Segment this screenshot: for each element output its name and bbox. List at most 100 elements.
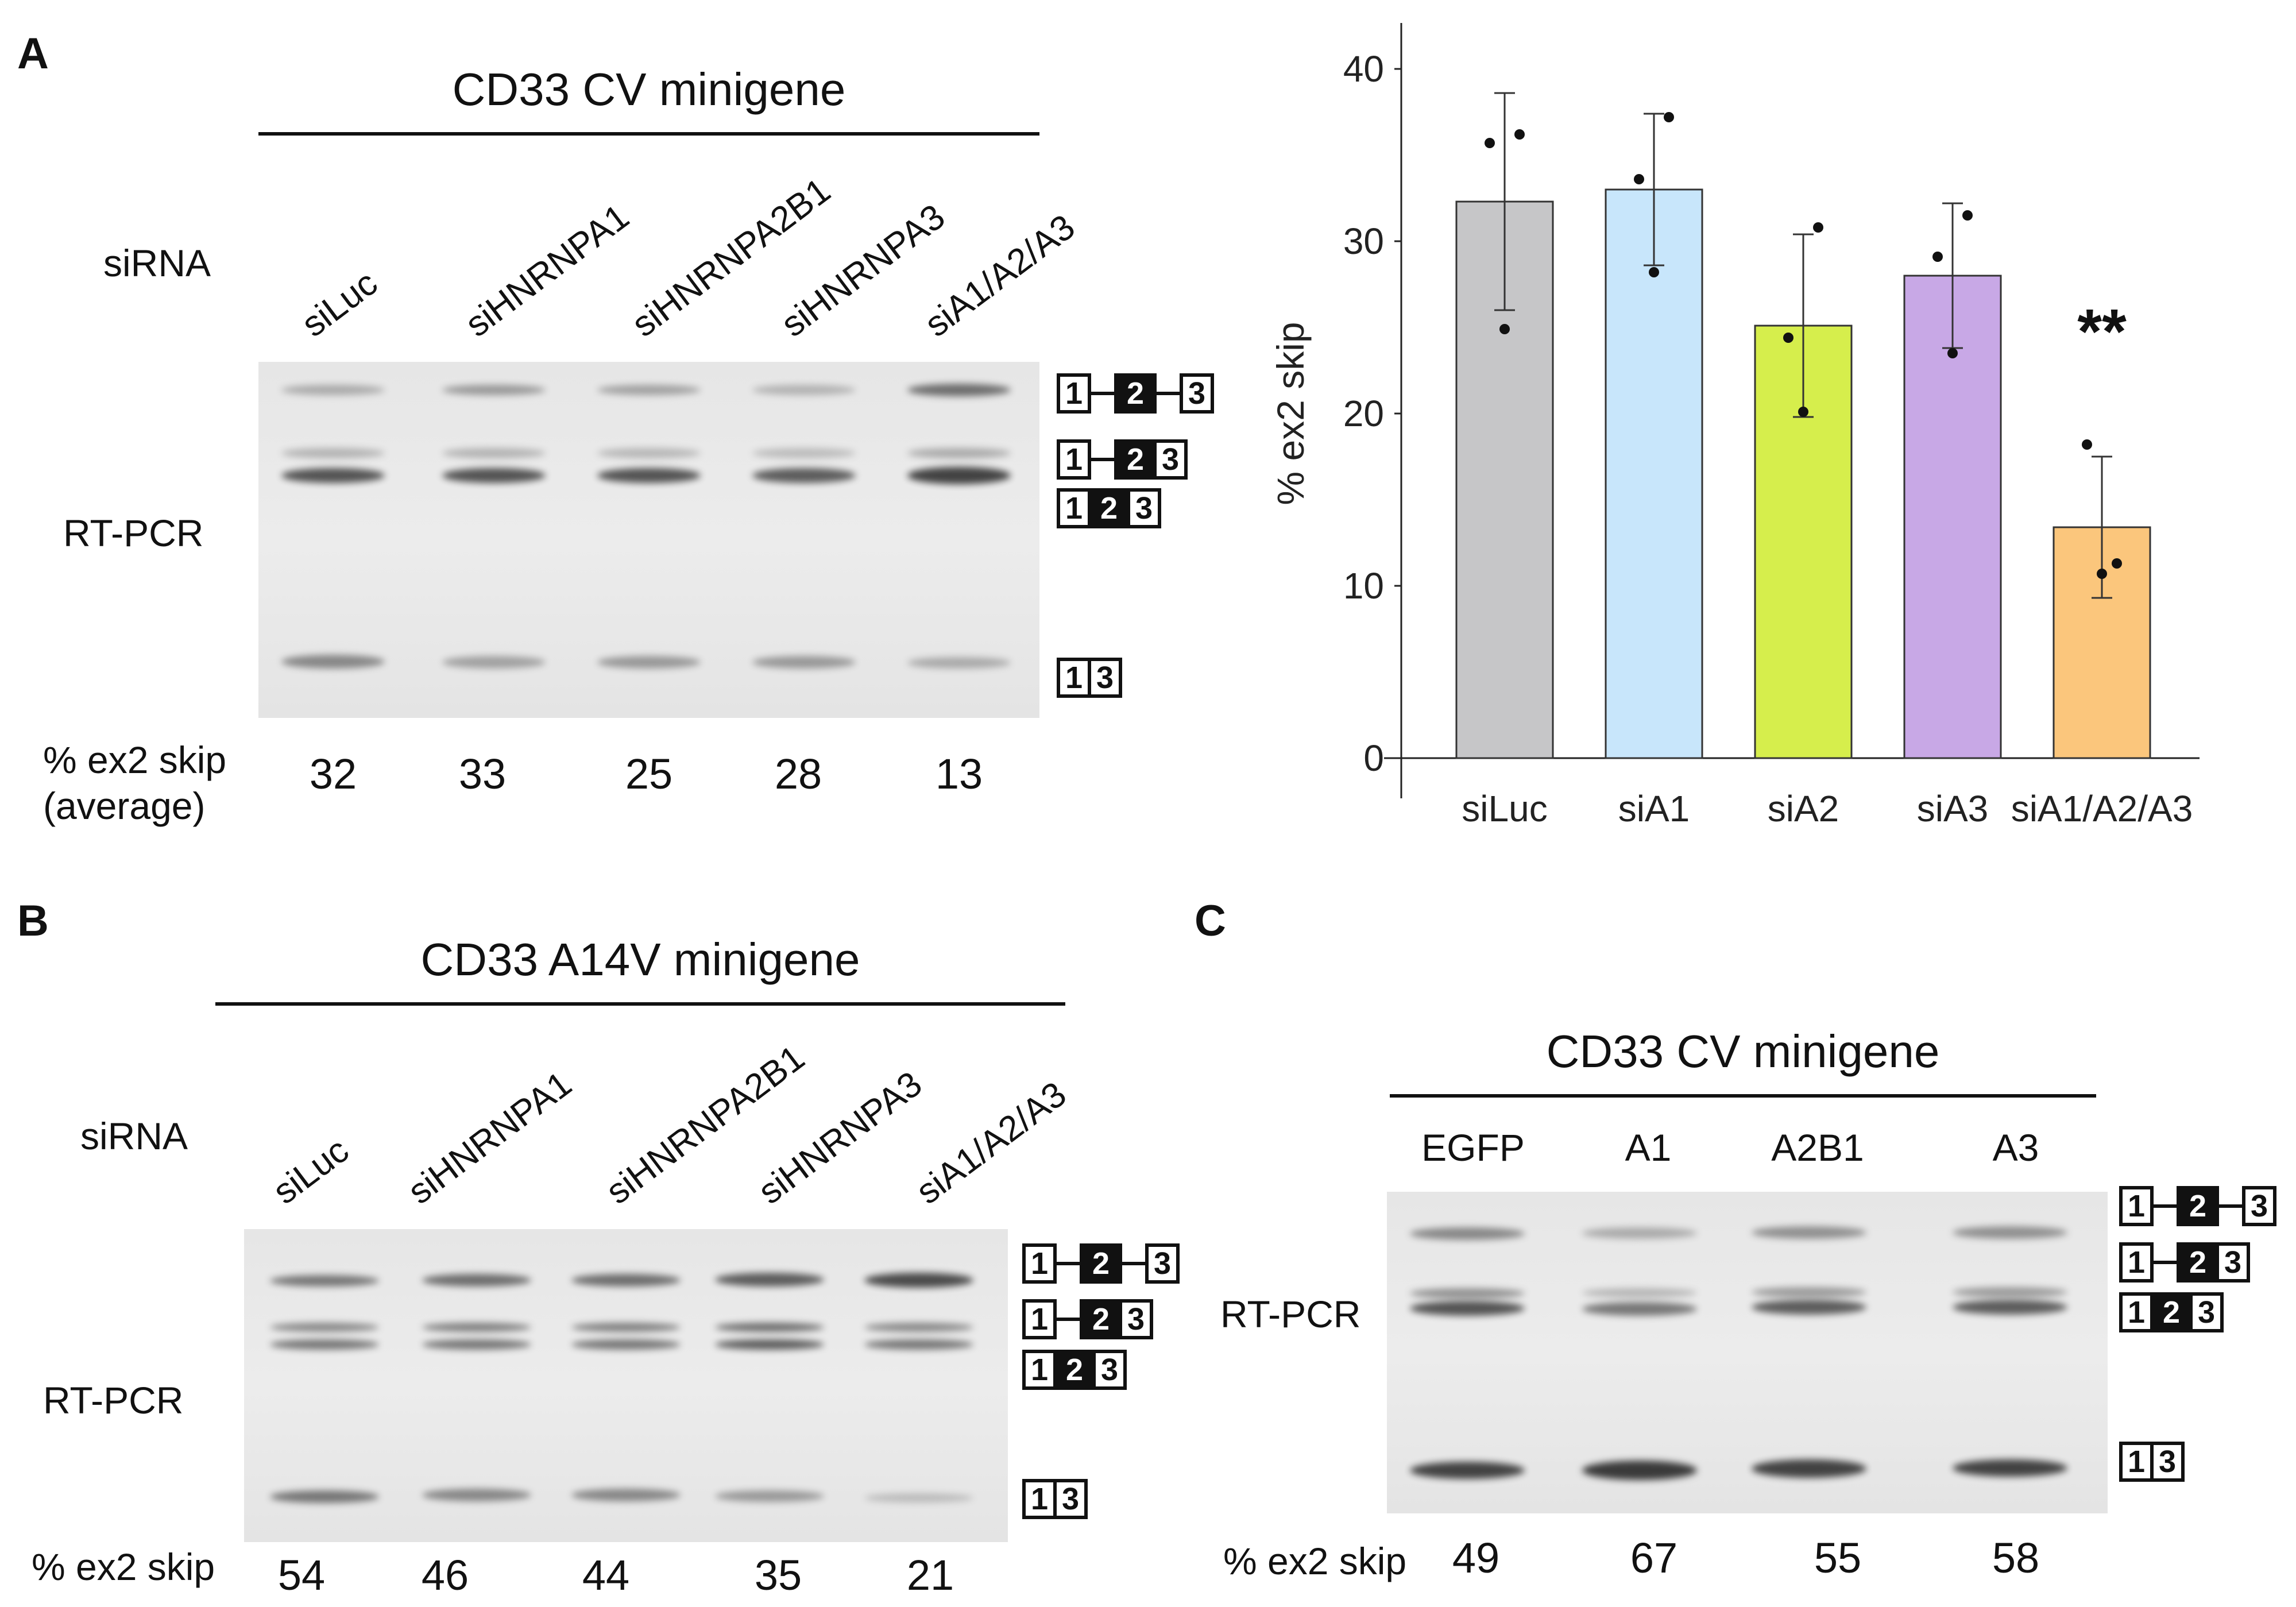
- exon-2-box: 2: [2150, 1292, 2193, 1332]
- panel-c-gel-image: [1387, 1192, 2108, 1513]
- exon-2-box: 2: [2177, 1242, 2219, 1282]
- x-tick-label: siA3: [1917, 788, 1989, 829]
- panel-a-pct-value: 32: [309, 750, 357, 798]
- panel-c-lane-label: A1: [1625, 1126, 1672, 1169]
- data-point: [1649, 267, 1659, 277]
- intron-line: [2154, 1261, 2177, 1264]
- exon-1-box: 1: [1057, 439, 1091, 480]
- panel-b-pct-value: 54: [277, 1551, 326, 1599]
- panel-c-lane-label: A2B1: [1771, 1126, 1864, 1169]
- panel-b-lane-label: siLuc: [265, 1130, 357, 1212]
- exon-3-box: 3: [1119, 1299, 1153, 1339]
- exon-2-box: 2: [1114, 439, 1157, 480]
- y-tick-label: 10: [1343, 565, 1384, 607]
- panel-a-letter: A: [17, 29, 49, 78]
- exon-1-box: 1: [1057, 488, 1091, 528]
- y-tick-label: 30: [1343, 221, 1384, 262]
- panel-b-pct-label: % ex2 skip: [32, 1546, 215, 1588]
- exon-diagram-full: 1 2 3: [1057, 488, 1172, 531]
- exon-1-box: 1: [2119, 1186, 2154, 1226]
- panel-b-title-rule: [215, 1002, 1065, 1006]
- exon-1-box: 1: [1022, 1299, 1057, 1339]
- panel-a-pct-value: 25: [625, 750, 673, 798]
- x-tick-label: siA1: [1618, 788, 1690, 829]
- intron-line: [1122, 1262, 1145, 1265]
- panel-b-gel-image: [244, 1229, 1008, 1542]
- exon-1-box: 1: [1022, 1350, 1057, 1390]
- panel-c-pct-value: 55: [1814, 1534, 1862, 1582]
- exon-3-box: 3: [2189, 1292, 2224, 1332]
- panel-b-title: CD33 A14V minigene: [420, 934, 860, 985]
- significance-annotation: **: [2077, 296, 2127, 367]
- panel-c-letter: C: [1195, 897, 1226, 945]
- data-point: [1932, 252, 1943, 262]
- exon-diagram-unspliced: 1 2 3: [1022, 1243, 1183, 1286]
- intron-line: [2154, 1204, 2177, 1208]
- exon-diagram-intron1-retained: 1 2 3: [1022, 1299, 1172, 1342]
- y-tick-label: 0: [1363, 737, 1384, 779]
- panel-c-pct-value: 49: [1452, 1534, 1500, 1582]
- data-point: [1813, 222, 1823, 233]
- data-point: [2112, 558, 2122, 569]
- panel-a-lane-label: siLuc: [294, 262, 385, 345]
- data-point: [1783, 333, 1793, 343]
- exon-3-box: 3: [2216, 1242, 2250, 1282]
- panel-c-rtpcr-label: RT-PCR: [1220, 1293, 1361, 1335]
- data-point: [2097, 569, 2107, 579]
- panel-b-pct-value: 44: [582, 1551, 630, 1599]
- panel-c-pct-value: 67: [1630, 1534, 1678, 1582]
- data-point: [1485, 138, 1495, 148]
- exon-1-box: 1: [1022, 1243, 1057, 1284]
- panel-b-letter: B: [17, 897, 49, 945]
- exon-diagram-unspliced: 1 2 3: [1057, 373, 1217, 416]
- exon-3-box: 3: [1053, 1479, 1088, 1519]
- exon-2-box: 2: [2177, 1186, 2219, 1226]
- bar: [1605, 188, 1703, 759]
- panel-b-rtpcr-label: RT-PCR: [43, 1379, 184, 1421]
- panel-c-lane-label: EGFP: [1421, 1126, 1525, 1169]
- exon-3-box: 3: [1127, 488, 1161, 528]
- intron-line: [2219, 1204, 2242, 1208]
- data-point: [1514, 129, 1525, 140]
- data-point: [1947, 348, 1958, 358]
- exon-1-box: 1: [1057, 373, 1091, 414]
- panel-c-pct-label: % ex2 skip: [1223, 1540, 1407, 1582]
- exon-1-box: 1: [2119, 1442, 2154, 1482]
- panel-b-pct-value: 21: [906, 1551, 954, 1599]
- exon-3-box: 3: [2242, 1186, 2276, 1226]
- panel-c-pct-value: 58: [1992, 1534, 2040, 1582]
- panel-c-title-rule: [1390, 1094, 2096, 1098]
- y-axis-label: % ex2 skip: [1269, 322, 1312, 505]
- exon-1-box: 1: [2119, 1242, 2154, 1282]
- exon-3-box: 3: [1153, 439, 1188, 480]
- intron-line: [1091, 392, 1114, 395]
- x-tick-label: siA2: [1768, 788, 1839, 829]
- y-tick-label: 20: [1343, 393, 1384, 434]
- exon-1-box: 1: [1057, 658, 1091, 698]
- panel-b-lane-label: siHNRNPA1: [400, 1064, 579, 1212]
- intron-line: [1157, 392, 1180, 395]
- panel-a-title-rule: [258, 132, 1039, 136]
- panel-a-pct-label-sub: (average): [43, 785, 206, 827]
- panel-c-lane-label: A3: [1992, 1126, 2039, 1169]
- x-tick-label: siA1/A2/A3: [2011, 788, 2193, 829]
- exon-diagram-skipped: 1 3: [1022, 1479, 1097, 1521]
- data-point: [2082, 439, 2092, 450]
- exon-2-box: 2: [1114, 373, 1157, 414]
- panel-a-rtpcr-label: RT-PCR: [63, 512, 204, 554]
- data-point: [1499, 324, 1510, 334]
- exon-2-box: 2: [1080, 1299, 1122, 1339]
- panel-a-pct-value: 33: [458, 750, 507, 798]
- panel-b-sirna-label: siRNA: [80, 1115, 188, 1157]
- panel-b-lane-label: siA1/A2/A3: [909, 1074, 1074, 1212]
- panel-a-pct-label: % ex2 skip: [43, 739, 227, 781]
- intron-line: [1057, 1318, 1080, 1321]
- exon-diagram-intron1-retained: 1 2 3: [2119, 1242, 2268, 1285]
- exon-diagram-intron1-retained: 1 2 3: [1057, 439, 1206, 482]
- panel-a-gel-image: [258, 362, 1039, 718]
- exon-3-box: 3: [1145, 1243, 1180, 1284]
- exon-diagram-skipped: 1 3: [1057, 658, 1131, 700]
- exon-2-box: 2: [1080, 1243, 1122, 1284]
- data-point: [1962, 210, 1973, 221]
- exon-diagram-unspliced: 1 2 3: [2119, 1186, 2280, 1229]
